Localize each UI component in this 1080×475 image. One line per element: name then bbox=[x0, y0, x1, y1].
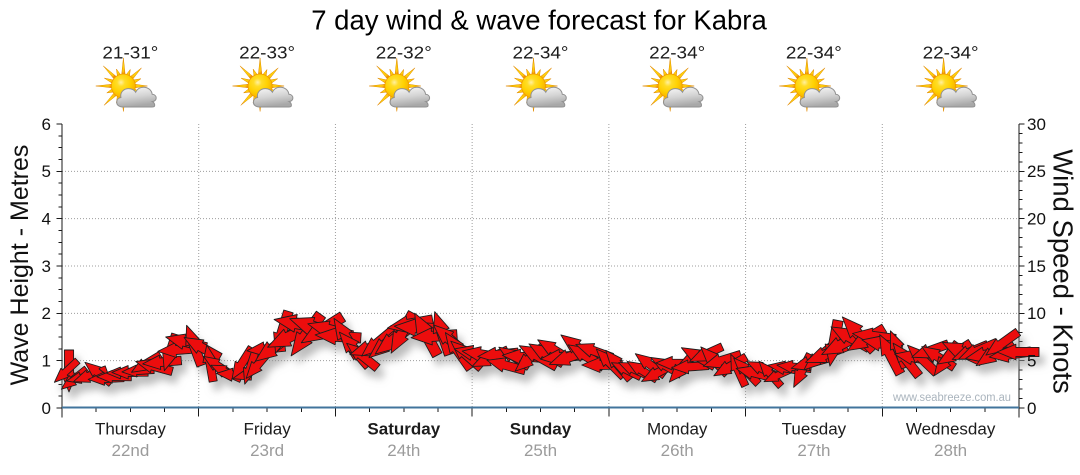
svg-text:Wind Speed - Knots: Wind Speed - Knots bbox=[1048, 149, 1079, 394]
svg-text:21-31°: 21-31° bbox=[102, 43, 158, 63]
svg-text:4: 4 bbox=[42, 210, 51, 229]
svg-text:22-34°: 22-34° bbox=[786, 43, 842, 63]
svg-text:24th: 24th bbox=[387, 441, 420, 460]
svg-text:7 day wind & wave forecast for: 7 day wind & wave forecast for Kabra bbox=[311, 5, 767, 36]
svg-text:27th: 27th bbox=[797, 441, 830, 460]
svg-text:15: 15 bbox=[1027, 257, 1046, 276]
svg-text:22-33°: 22-33° bbox=[239, 43, 295, 63]
svg-text:22-34°: 22-34° bbox=[513, 43, 569, 63]
svg-text:5: 5 bbox=[1027, 352, 1036, 371]
svg-text:22-34°: 22-34° bbox=[649, 43, 705, 63]
svg-text:Sunday: Sunday bbox=[510, 420, 572, 439]
svg-text:25th: 25th bbox=[524, 441, 557, 460]
svg-text:6: 6 bbox=[42, 115, 51, 134]
svg-text:2: 2 bbox=[42, 304, 51, 323]
svg-text:26th: 26th bbox=[661, 441, 694, 460]
svg-text:Saturday: Saturday bbox=[367, 420, 440, 439]
svg-text:30: 30 bbox=[1027, 115, 1046, 134]
svg-text:www.seabreeze.com.au: www.seabreeze.com.au bbox=[892, 392, 1011, 404]
svg-text:Wednesday: Wednesday bbox=[906, 420, 996, 439]
svg-text:Wave Height - Metres: Wave Height - Metres bbox=[6, 145, 34, 386]
svg-text:0: 0 bbox=[1027, 399, 1036, 418]
svg-text:1: 1 bbox=[42, 352, 51, 371]
svg-text:Tuesday: Tuesday bbox=[782, 420, 847, 439]
svg-text:Monday: Monday bbox=[647, 420, 708, 439]
svg-text:22nd: 22nd bbox=[111, 441, 149, 460]
svg-text:0: 0 bbox=[42, 399, 51, 418]
svg-text:22-34°: 22-34° bbox=[923, 43, 979, 63]
svg-text:Friday: Friday bbox=[243, 420, 291, 439]
svg-text:10: 10 bbox=[1027, 304, 1046, 323]
svg-text:3: 3 bbox=[42, 257, 51, 276]
svg-text:20: 20 bbox=[1027, 210, 1046, 229]
svg-text:22-32°: 22-32° bbox=[376, 43, 432, 63]
svg-text:23rd: 23rd bbox=[250, 441, 284, 460]
svg-text:25: 25 bbox=[1027, 162, 1046, 181]
svg-text:5: 5 bbox=[42, 162, 51, 181]
svg-text:Thursday: Thursday bbox=[95, 420, 166, 439]
svg-text:28th: 28th bbox=[934, 441, 967, 460]
